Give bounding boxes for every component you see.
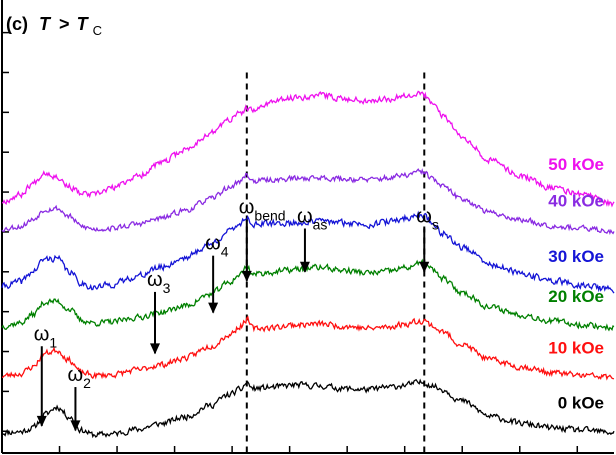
series-line-0 [1, 378, 615, 439]
series-line-4 [1, 168, 615, 236]
mode-label: ωbend [239, 196, 286, 223]
annotations-layer: ω1 ω2 ω3 ω4 ωbend ωas ωs [34, 196, 439, 432]
panel-label: (c) [6, 14, 28, 34]
title-variable: T [39, 14, 52, 34]
series-line-3 [1, 210, 615, 294]
series-label: 30 kOe [548, 247, 604, 266]
mode-annotation: ωs [416, 206, 439, 273]
series-label: 0 kOe [558, 393, 604, 412]
mode-label: ω2 [67, 364, 91, 391]
mode-label: ωs [416, 206, 439, 233]
series-label: 20 kOe [548, 287, 604, 306]
series-label: 40 kOe [548, 191, 604, 210]
mode-annotation: ω2 [67, 364, 91, 432]
arrow-head-icon [36, 415, 47, 427]
panel-title: (c) T > T C [6, 14, 102, 38]
mode-label: ω3 [147, 269, 171, 296]
arrow-head-icon [241, 270, 252, 282]
series-label: 50 kOe [548, 155, 604, 174]
series-line-2 [1, 258, 615, 332]
arrow-head-icon [208, 302, 219, 314]
series-label: 10 kOe [548, 338, 604, 357]
mode-annotation: ω3 [147, 269, 171, 355]
series-layer [1, 90, 615, 439]
mode-annotation: ωas [297, 206, 327, 273]
mode-annotation: ωbend [239, 196, 286, 282]
arrow-head-icon [419, 261, 430, 273]
title-operator: > [59, 14, 70, 34]
title-critical-main: T [77, 14, 90, 34]
arrow-head-icon [70, 420, 81, 432]
mode-label: ωas [297, 206, 327, 233]
series-line-5 [1, 90, 615, 208]
title-critical-sub: C [93, 23, 102, 38]
mode-label: ω4 [205, 233, 229, 260]
arrow-head-icon [150, 343, 160, 355]
arrow-head-icon [299, 261, 310, 273]
series-labels-layer: 0 kOe 10 kOe 20 kOe 30 kOe 40 kOe 50 kOe [548, 155, 604, 412]
dashed-lines-layer [245, 72, 426, 453]
series-line-1 [1, 315, 615, 381]
mode-annotation: ω1 [34, 323, 58, 427]
mode-label: ω1 [34, 323, 58, 350]
mode-annotation: ω4 [205, 233, 229, 314]
